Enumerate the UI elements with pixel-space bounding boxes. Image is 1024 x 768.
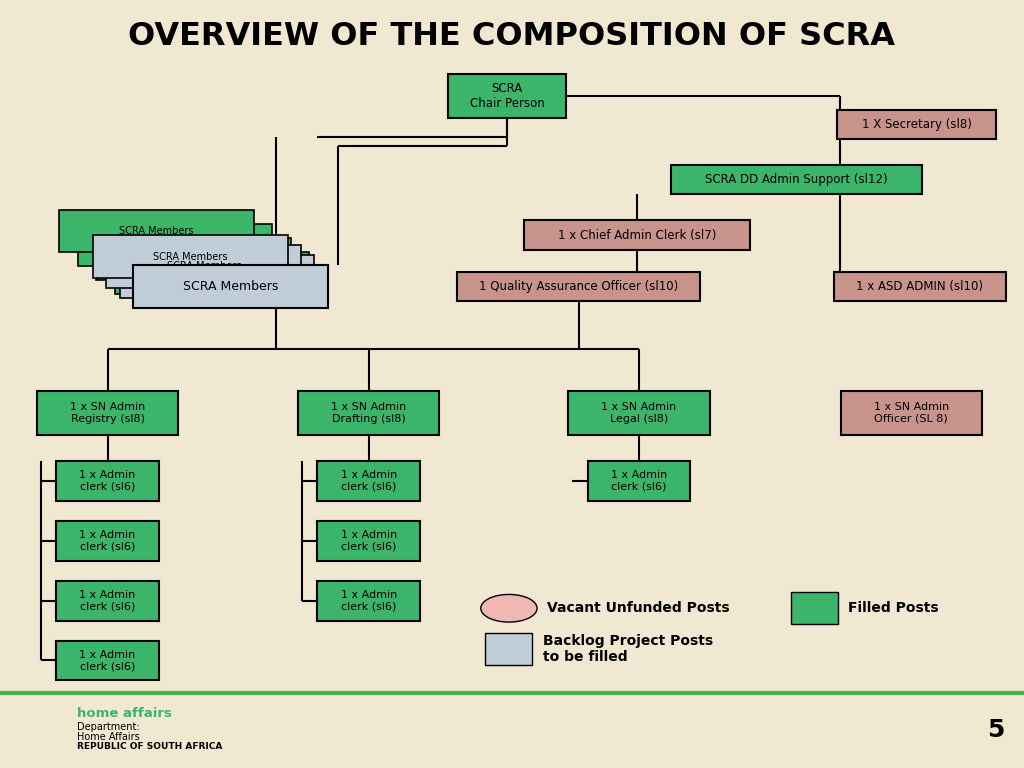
FancyBboxPatch shape — [133, 265, 328, 307]
Text: 1 X Secretary (sl8): 1 X Secretary (sl8) — [861, 118, 972, 131]
FancyBboxPatch shape — [672, 165, 922, 194]
FancyBboxPatch shape — [298, 391, 439, 435]
FancyBboxPatch shape — [56, 641, 159, 680]
FancyBboxPatch shape — [524, 220, 750, 250]
Text: SCRA Members: SCRA Members — [120, 226, 194, 237]
FancyBboxPatch shape — [834, 272, 1006, 301]
FancyBboxPatch shape — [106, 246, 301, 288]
Text: 1 Quality Assurance Officer (sl10): 1 Quality Assurance Officer (sl10) — [479, 280, 678, 293]
Text: 1 x Admin
clerk (sl6): 1 x Admin clerk (sl6) — [341, 530, 396, 551]
Text: home affairs: home affairs — [77, 707, 172, 720]
Ellipse shape — [481, 594, 537, 622]
Text: SCRA
Chair Person: SCRA Chair Person — [470, 82, 544, 110]
Text: SCRA Members: SCRA Members — [175, 267, 249, 278]
Text: OVERVIEW OF THE COMPOSITION OF SCRA: OVERVIEW OF THE COMPOSITION OF SCRA — [128, 22, 896, 52]
FancyBboxPatch shape — [59, 210, 254, 252]
Text: REPUBLIC OF SOUTH AFRICA: REPUBLIC OF SOUTH AFRICA — [77, 742, 222, 751]
Text: 1 x Admin
clerk (sl6): 1 x Admin clerk (sl6) — [341, 470, 396, 492]
Text: SCRA Members: SCRA Members — [167, 261, 241, 272]
Text: 5: 5 — [987, 717, 1004, 742]
FancyBboxPatch shape — [588, 461, 690, 501]
Text: 1 x Admin
clerk (sl6): 1 x Admin clerk (sl6) — [341, 590, 396, 611]
FancyBboxPatch shape — [449, 74, 565, 118]
FancyBboxPatch shape — [96, 237, 291, 280]
Text: 1 x SN Admin
Registry (sl8): 1 x SN Admin Registry (sl8) — [70, 402, 145, 424]
Text: 1 x SN Admin
Drafting (sl8): 1 x SN Admin Drafting (sl8) — [331, 402, 407, 424]
FancyBboxPatch shape — [485, 633, 532, 665]
Text: 1 x Admin
clerk (sl6): 1 x Admin clerk (sl6) — [80, 530, 135, 551]
Text: SCRA Members: SCRA Members — [182, 280, 279, 293]
Text: Backlog Project Posts
to be filled: Backlog Project Posts to be filled — [543, 634, 713, 664]
Text: SCRA Members: SCRA Members — [154, 251, 227, 262]
FancyBboxPatch shape — [317, 581, 420, 621]
Text: Department:: Department: — [77, 721, 139, 732]
FancyBboxPatch shape — [838, 110, 995, 139]
Text: Filled Posts: Filled Posts — [848, 601, 939, 615]
FancyBboxPatch shape — [791, 592, 838, 624]
FancyBboxPatch shape — [93, 235, 288, 277]
Text: 1 x Admin
clerk (sl6): 1 x Admin clerk (sl6) — [611, 470, 667, 492]
Text: SCRA Members: SCRA Members — [157, 253, 230, 264]
FancyBboxPatch shape — [56, 581, 159, 621]
Text: 1 x Admin
clerk (sl6): 1 x Admin clerk (sl6) — [80, 470, 135, 492]
FancyBboxPatch shape — [317, 521, 420, 561]
FancyBboxPatch shape — [317, 461, 420, 501]
Text: SCRA Members: SCRA Members — [138, 240, 212, 250]
Text: Home Affairs: Home Affairs — [77, 731, 139, 742]
Text: SCRA Members: SCRA Members — [180, 271, 254, 282]
Text: SCRA DD Admin Support (sl12): SCRA DD Admin Support (sl12) — [706, 174, 888, 186]
Text: 1 x Admin
clerk (sl6): 1 x Admin clerk (sl6) — [80, 590, 135, 611]
FancyBboxPatch shape — [457, 272, 700, 301]
FancyBboxPatch shape — [37, 391, 178, 435]
FancyBboxPatch shape — [568, 391, 710, 435]
Text: 1 x Admin
clerk (sl6): 1 x Admin clerk (sl6) — [80, 650, 135, 671]
Text: 1 x ASD ADMIN (sl10): 1 x ASD ADMIN (sl10) — [856, 280, 983, 293]
FancyBboxPatch shape — [115, 252, 309, 294]
FancyBboxPatch shape — [56, 461, 159, 501]
Text: 1 x SN Admin
Legal (sl8): 1 x SN Admin Legal (sl8) — [601, 402, 677, 424]
FancyBboxPatch shape — [56, 521, 159, 561]
Text: 1 x SN Admin
Officer (SL 8): 1 x SN Admin Officer (SL 8) — [873, 402, 949, 424]
FancyBboxPatch shape — [78, 223, 272, 266]
Text: 1 x Chief Admin Clerk (sl7): 1 x Chief Admin Clerk (sl7) — [558, 229, 716, 241]
FancyBboxPatch shape — [841, 391, 982, 435]
FancyBboxPatch shape — [120, 255, 314, 297]
Text: Vacant Unfunded Posts: Vacant Unfunded Posts — [547, 601, 730, 615]
